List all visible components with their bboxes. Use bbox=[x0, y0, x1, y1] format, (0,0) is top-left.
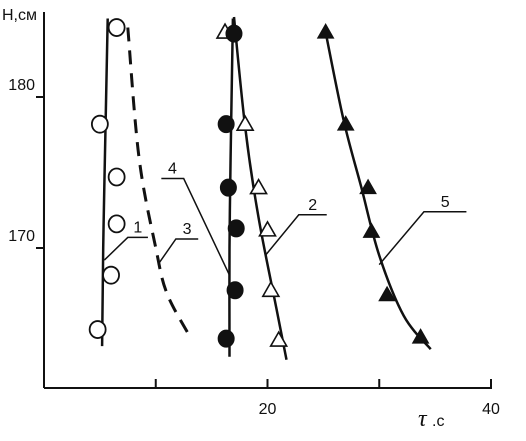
series-2-point bbox=[261, 280, 281, 298]
series-4-point bbox=[226, 281, 244, 300]
series-1-point bbox=[107, 167, 126, 187]
y-tick-label: 170 bbox=[8, 228, 35, 245]
curve-4-label: 4 bbox=[168, 161, 177, 178]
curve-2-label: 2 bbox=[308, 197, 317, 214]
series-4-point bbox=[219, 178, 237, 197]
series-5-point bbox=[378, 285, 396, 302]
ticks: 180 170 20 40 bbox=[8, 77, 500, 418]
series-2-point bbox=[235, 114, 255, 131]
curve-4-leader bbox=[161, 177, 231, 276]
y-axis-title: H,см bbox=[2, 7, 37, 24]
series-5-point bbox=[316, 23, 335, 39]
x-tick-label: 20 bbox=[259, 401, 277, 418]
series-1-point bbox=[102, 265, 120, 285]
series-2-point bbox=[258, 220, 277, 237]
series-4-point bbox=[217, 115, 235, 134]
series-4-point bbox=[227, 219, 245, 238]
series-5-point bbox=[336, 115, 355, 131]
x-axis-title-symbol: τ bbox=[418, 406, 428, 432]
series-2-point bbox=[269, 330, 289, 347]
curve-3-label: 3 bbox=[183, 221, 192, 238]
curve-1-leader bbox=[103, 236, 148, 261]
axes bbox=[43, 12, 492, 389]
curve-2-leader bbox=[264, 214, 327, 257]
series-3-curve bbox=[126, 27, 191, 337]
curve-5-leader bbox=[378, 211, 467, 266]
series-5-point bbox=[362, 222, 381, 238]
markers bbox=[88, 18, 430, 348]
series-4-curve bbox=[228, 18, 235, 357]
y-tick-label: 180 bbox=[8, 77, 35, 94]
curves bbox=[100, 16, 432, 360]
curve-labels: 1 2 3 4 5 bbox=[103, 161, 467, 276]
x-tick-label: 40 bbox=[482, 401, 500, 418]
series-2-point bbox=[249, 177, 268, 195]
series-5-point bbox=[359, 178, 377, 195]
series-4-point bbox=[217, 329, 235, 348]
series-2-curve bbox=[232, 16, 288, 360]
series-4-point bbox=[225, 24, 243, 43]
series-1-point bbox=[107, 214, 126, 234]
series-1-point bbox=[107, 18, 126, 37]
curve-3-leader bbox=[157, 238, 199, 266]
series-5-point bbox=[411, 328, 430, 344]
series-1-curve bbox=[100, 18, 109, 347]
series-1-point bbox=[90, 114, 109, 134]
curve-1-label: 1 bbox=[133, 219, 142, 236]
series-1-point bbox=[88, 320, 107, 339]
series-5-curve bbox=[324, 31, 432, 351]
curve-5-label: 5 bbox=[441, 194, 450, 211]
x-axis-title-unit: .с bbox=[432, 413, 444, 430]
